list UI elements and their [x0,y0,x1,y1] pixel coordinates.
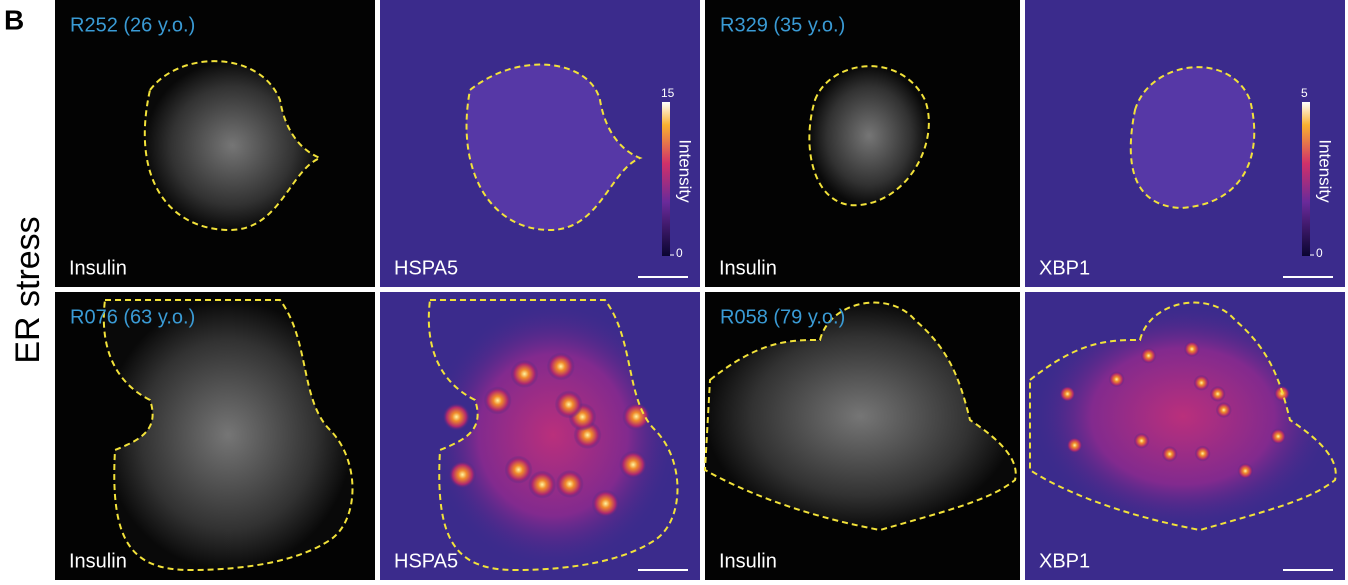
donor-label: R329 (35 y.o.) [720,14,845,36]
islet-signal [1130,67,1255,208]
hotspot [1270,428,1287,445]
islet-outline [1029,301,1337,532]
hotspot [546,352,575,381]
hotspot [442,402,471,431]
image-tile: HSPA5 [380,0,700,287]
hotspot [528,470,557,499]
stain-label: Insulin [69,257,127,279]
panel-label: B [4,4,24,35]
hotspot [555,469,584,498]
hotspot [1133,432,1150,449]
hotspot [1183,341,1200,358]
hotspot [1193,374,1210,391]
colorbar-max: 5 [1301,86,1308,100]
stain-label: Insulin [719,257,777,279]
stain-label: Insulin [719,550,777,572]
hotspot [554,390,583,419]
hotspot [1108,371,1125,388]
colorbar-label: Intensity [1316,139,1335,203]
image-tile: R076 (63 y.o.) Insulin [55,292,375,580]
stain-label: HSPA5 [394,550,458,572]
row-label: ER stress [9,216,47,363]
image-tile: HSPA5 [380,292,700,580]
hotspot [619,450,648,479]
image-tile: R329 (35 y.o.) Insulin [705,0,1020,287]
islet-signal [466,64,640,231]
colorbar [1302,102,1310,256]
hotspot [591,489,620,518]
image-tile: R058 (79 y.o.) Insulin [703,292,1020,580]
islet-outline [143,60,323,232]
islet-signal [705,302,1016,530]
islet-signal [809,66,929,206]
colorbar-min: 0 [1316,246,1323,260]
stain-label: Insulin [69,550,127,572]
islet-outline [703,301,1017,532]
colorbar [662,102,670,256]
colorbar-label: Intensity [676,139,695,203]
islet-signal [144,61,320,230]
hotspot [1059,385,1076,402]
donor-label: R058 (79 y.o.) [720,306,845,328]
colorbar-max: 15 [661,86,675,100]
image-tile: XBP1 [1025,0,1345,287]
stain-label: HSPA5 [394,257,458,279]
hotspot [504,455,533,484]
islet-outline [465,63,643,232]
islet-signal [1030,302,1336,530]
hotspot [1066,437,1083,454]
hotspot [1215,402,1232,418]
stain-label: XBP1 [1039,257,1090,279]
islet-outline [808,65,930,207]
hotspot [483,386,512,415]
hotspot [448,460,477,489]
donor-label: R252 (26 y.o.) [70,14,195,36]
hotspot [1161,446,1178,463]
hotspot [1140,347,1157,364]
islet-signal [103,300,353,570]
hotspot [1209,385,1226,402]
stain-label: XBP1 [1039,550,1090,572]
hotspot [1237,462,1254,479]
image-tile: R252 (26 y.o.) Insulin [55,0,375,287]
image-tile: XBP1 [1025,292,1345,580]
hotspot [1194,445,1211,462]
hotspot [510,359,539,388]
hotspot [622,402,651,431]
colorbar-min: 0 [676,246,683,260]
donor-label: R076 (63 y.o.) [70,306,195,328]
islet-outline [1129,66,1256,210]
